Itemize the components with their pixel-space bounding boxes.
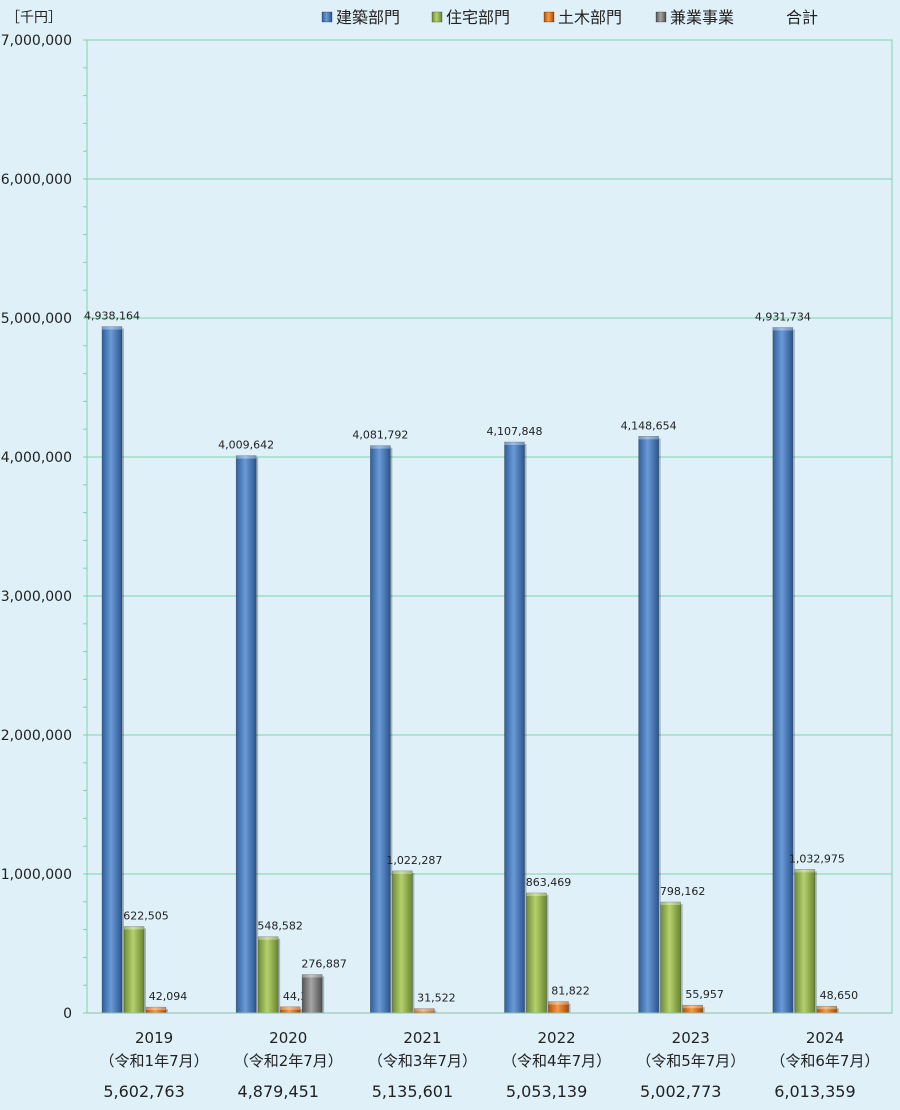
data-label: 622,505 — [123, 909, 169, 922]
legend-item: 兼業事業 — [670, 8, 734, 27]
x-tick-label: 2019 — [135, 1029, 173, 1047]
x-tick-label: 2023 — [672, 1029, 710, 1047]
total-label: 4,879,451 — [238, 1082, 319, 1101]
bar-住宅部門-2020 — [257, 936, 279, 1014]
legend-item: 住宅部門 — [446, 8, 510, 27]
unit-label: ［千円］ — [6, 10, 62, 26]
legend-item: 合計 — [786, 8, 818, 27]
bar-cap — [392, 870, 413, 874]
data-label: 4,081,792 — [352, 429, 408, 442]
data-label: 1,022,287 — [386, 854, 442, 867]
data-label: 4,148,654 — [621, 419, 677, 432]
bar-建築部門-2023 — [638, 436, 659, 1014]
bar-住宅部門-2023 — [660, 901, 681, 1014]
bar-cap — [414, 1008, 435, 1012]
x-tick-sublabel: （令和2年7月） — [234, 1052, 343, 1070]
legend-swatch — [431, 11, 443, 23]
total-label: 5,135,601 — [372, 1082, 453, 1101]
y-axis: 0 1,000,000 2,000,000 3,000,000 4,000,000 5,0… — [1, 33, 88, 1022]
bar-cap — [258, 936, 279, 940]
x-tick-sublabel: （令和4年7月） — [502, 1052, 611, 1070]
total-label: 5,053,139 — [506, 1082, 587, 1101]
bar-cap — [370, 445, 391, 449]
bar-cap — [548, 1001, 569, 1005]
total-label: 5,002,773 — [640, 1082, 721, 1101]
bar-cap — [280, 1006, 301, 1010]
bar-兼業事業-2020 — [301, 974, 323, 1014]
x-tick-sublabel: （令和6年7月） — [770, 1052, 879, 1070]
data-label: 548,582 — [257, 920, 303, 933]
total-label: 6,013,359 — [774, 1082, 855, 1101]
bar-住宅部門-2022 — [526, 892, 547, 1014]
bar-建築部門-2024 — [772, 327, 794, 1014]
bar-住宅部門-2024 — [794, 869, 816, 1014]
x-tick-label: 2020 — [269, 1029, 307, 1047]
data-label: 55,957 — [685, 988, 724, 1001]
data-label: 48,650 — [820, 989, 859, 1002]
bar-cap — [302, 974, 323, 978]
x-tick-sublabel: （令和3年7月） — [368, 1052, 477, 1070]
bars: 4,938,164622,50542,0944,009,642548,58244… — [84, 310, 859, 1014]
bar-住宅部門-2021 — [392, 870, 413, 1014]
bar-建築部門-2022 — [504, 441, 525, 1014]
y-tick-label: 1,000,000 — [1, 867, 72, 883]
bar-cap — [504, 442, 525, 446]
data-label: 863,469 — [526, 876, 572, 889]
data-label: 276,887 — [301, 958, 347, 971]
total-label: 5,602,763 — [103, 1082, 184, 1101]
y-tick-label: 5,000,000 — [1, 311, 72, 327]
bar-住宅部門-2019 — [123, 926, 145, 1014]
bar-cap — [794, 869, 815, 873]
bar-cap — [102, 326, 122, 330]
bar-cap — [526, 892, 547, 896]
data-label: 81,822 — [551, 985, 590, 998]
bar-cap — [772, 327, 793, 331]
legend-swatch — [655, 11, 667, 23]
x-tick-sublabel: （令和5年7月） — [636, 1052, 745, 1070]
data-label: 798,162 — [660, 885, 706, 898]
gridlines — [86, 39, 893, 1014]
data-label: 1,032,975 — [789, 852, 845, 865]
x-tick-sublabel: （令和1年7月） — [100, 1052, 209, 1070]
bar-建築部門-2020 — [235, 455, 257, 1014]
y-tick-label: 6,000,000 — [1, 172, 72, 188]
bar-cap — [682, 1005, 703, 1009]
legend: 建築部門 住宅部門 土木部門 兼業事業 合計 — [321, 8, 818, 27]
plot-border — [86, 39, 893, 1014]
bar-cap — [146, 1007, 166, 1011]
bar-cap — [638, 436, 659, 440]
data-label: 31,522 — [417, 992, 456, 1005]
legend-swatch — [321, 11, 333, 23]
y-tick-label: 7,000,000 — [1, 33, 72, 49]
bar-cap — [236, 455, 257, 459]
y-tick-label: 4,000,000 — [1, 450, 72, 466]
y-tick-label: 3,000,000 — [1, 589, 72, 605]
bar-cap — [124, 926, 144, 930]
bar-建築部門-2019 — [101, 326, 123, 1014]
x-tick-label: 2021 — [403, 1029, 441, 1047]
bar-cap — [816, 1006, 837, 1010]
data-label: 42,094 — [149, 990, 188, 1003]
bar-建築部門-2021 — [370, 445, 391, 1014]
y-tick-label: 0 — [63, 1006, 72, 1022]
legend-item: 建築部門 — [336, 8, 400, 27]
legend-item: 土木部門 — [558, 8, 622, 27]
data-label: 4,107,848 — [487, 425, 543, 438]
data-label: 4,931,734 — [755, 310, 811, 323]
data-label: 4,938,164 — [84, 310, 140, 323]
legend-swatch — [543, 11, 555, 23]
data-label: 4,009,642 — [218, 439, 274, 452]
y-tick-label: 2,000,000 — [1, 728, 72, 744]
x-tick-label: 2022 — [537, 1029, 575, 1047]
x-axis: 2019 （令和1年7月） 5,602,763 2020 （令和2年7月） 4,879,4… — [87, 1012, 892, 1101]
x-tick-label: 2024 — [806, 1029, 844, 1047]
bar-cap — [660, 902, 681, 906]
